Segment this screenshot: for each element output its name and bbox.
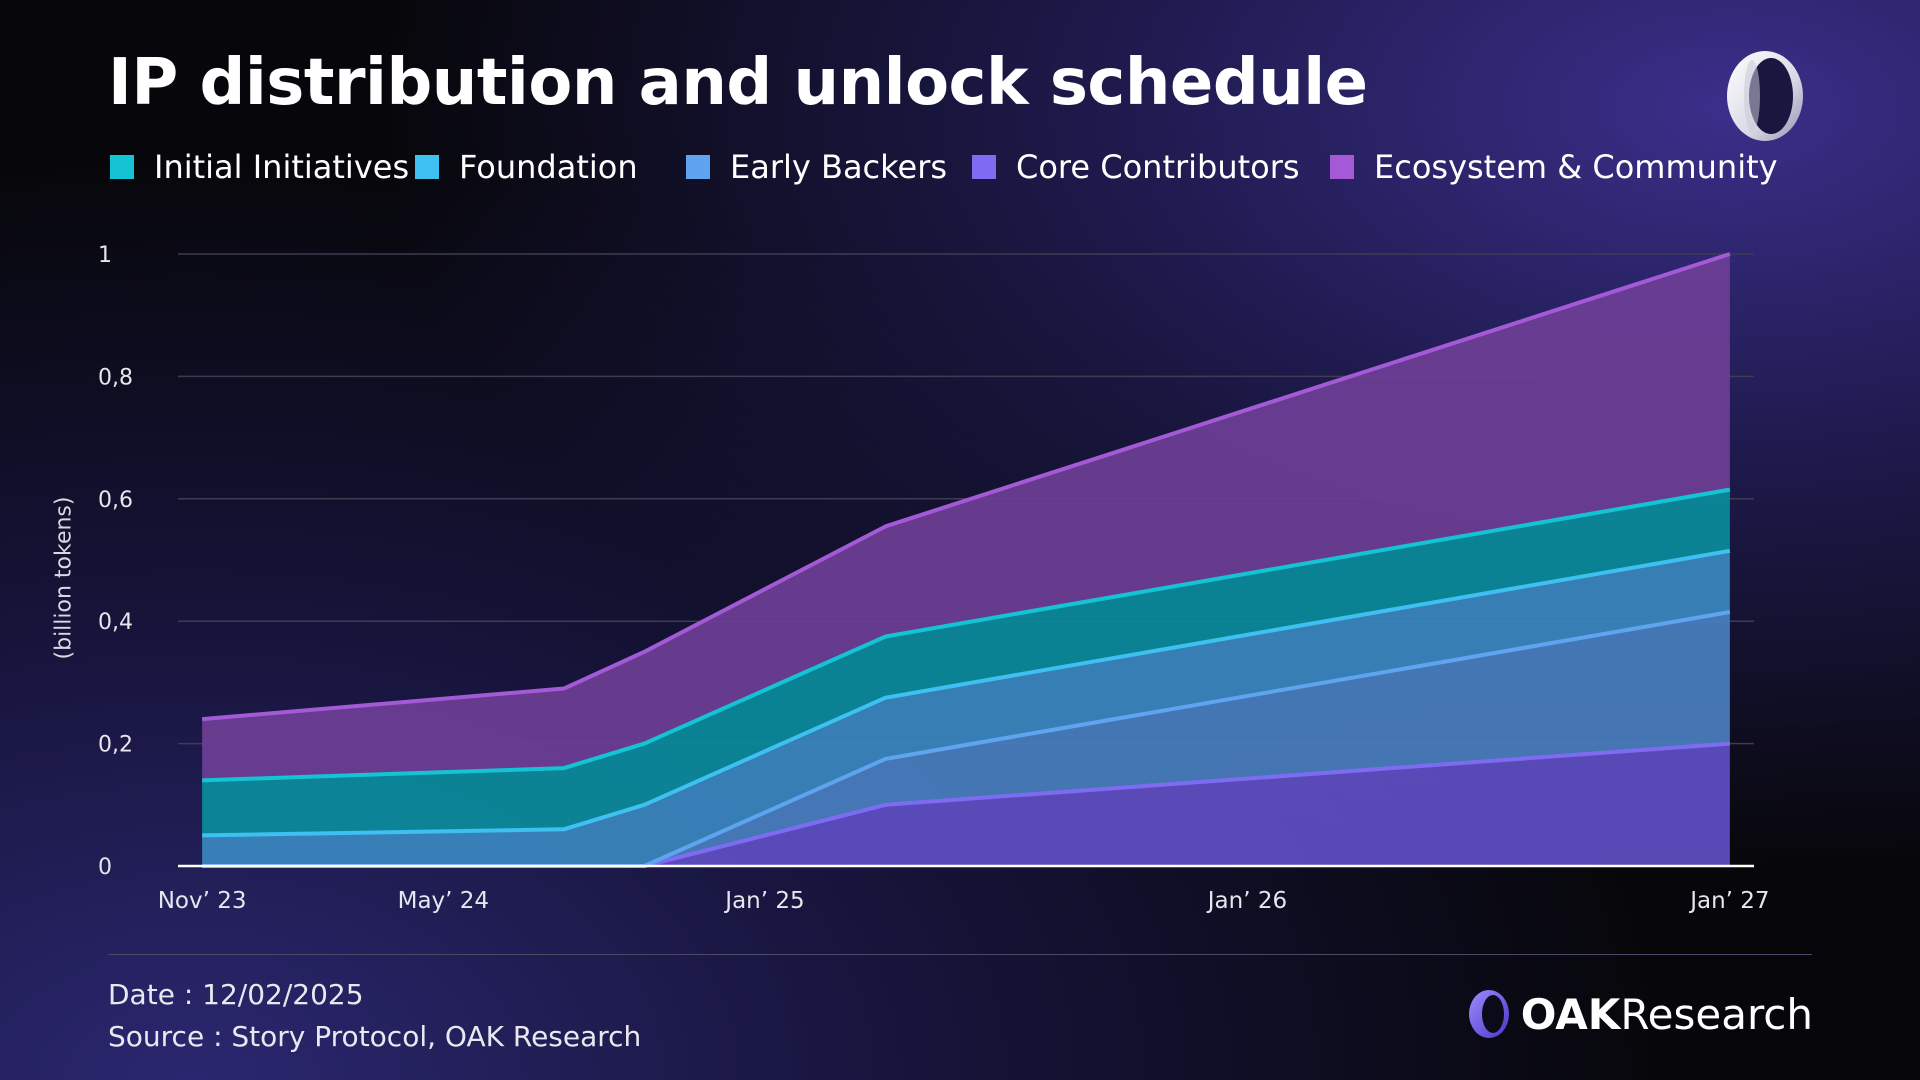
y-tick-label: 1: [98, 243, 112, 268]
legend-item: Initial Initiatives: [110, 144, 409, 190]
y-tick-label: 0: [98, 855, 112, 880]
legend-swatch: [110, 155, 134, 179]
legend-label: Core Contributors: [1016, 148, 1300, 186]
area-early-backers: [202, 612, 1730, 866]
footer-source: Source : Story Protocol, OAK Research: [108, 1020, 642, 1053]
area-ecosystem-community: [202, 254, 1730, 781]
oak-logo-icon: [1468, 990, 1509, 1038]
brand-logo: OAKResearch: [1467, 986, 1813, 1042]
y-tick-label: 0,2: [98, 733, 133, 758]
area-foundation: [202, 550, 1730, 866]
legend-item: Core Contributors: [972, 144, 1300, 190]
x-tick-label: Jan’ 25: [723, 888, 804, 914]
footer-divider: [108, 954, 1812, 955]
area-initial-initiatives: [202, 489, 1730, 836]
brand-name: OAKResearch: [1521, 990, 1813, 1039]
y-tick-label: 0,8: [98, 365, 133, 390]
legend-item: Foundation: [415, 144, 638, 190]
y-tick-label: 0,4: [98, 610, 133, 635]
legend-label: Early Backers: [730, 148, 948, 186]
legend-swatch: [415, 155, 439, 179]
x-tick-label: May’ 24: [398, 888, 489, 914]
legend-item: Early Backers: [686, 144, 947, 190]
line-foundation: [202, 548, 1731, 838]
x-tick-label: Nov’ 23: [158, 888, 247, 914]
legend-swatch: [972, 155, 996, 179]
legend-item: Ecosystem & Community: [1330, 144, 1778, 190]
legend-label: Foundation: [459, 148, 638, 186]
chart-title: IP distribution and unlock schedule: [108, 46, 1368, 120]
line-initial-initiatives: [202, 487, 1731, 783]
x-tick-label: Jan’ 27: [1688, 888, 1769, 914]
y-tick-label: 0,6: [98, 488, 133, 513]
line-ecosystem-community: [201, 252, 1731, 722]
brand-name-bold: OAK: [1520, 989, 1621, 1039]
footer-date: Date : 12/02/2025: [108, 978, 364, 1011]
legend-label: Initial Initiatives: [154, 148, 410, 186]
area-core-contributors: [202, 743, 1730, 866]
legend-swatch: [1330, 155, 1354, 179]
oak-logo-icon: [1727, 51, 1803, 141]
chart-legend: Initial Initiatives Foundation Early Bac…: [110, 144, 1790, 190]
brand-name-regular: Research: [1620, 989, 1813, 1039]
legend-swatch: [686, 155, 710, 179]
x-tick-label: Jan’ 26: [1206, 888, 1287, 914]
legend-label: Ecosystem & Community: [1374, 148, 1778, 186]
